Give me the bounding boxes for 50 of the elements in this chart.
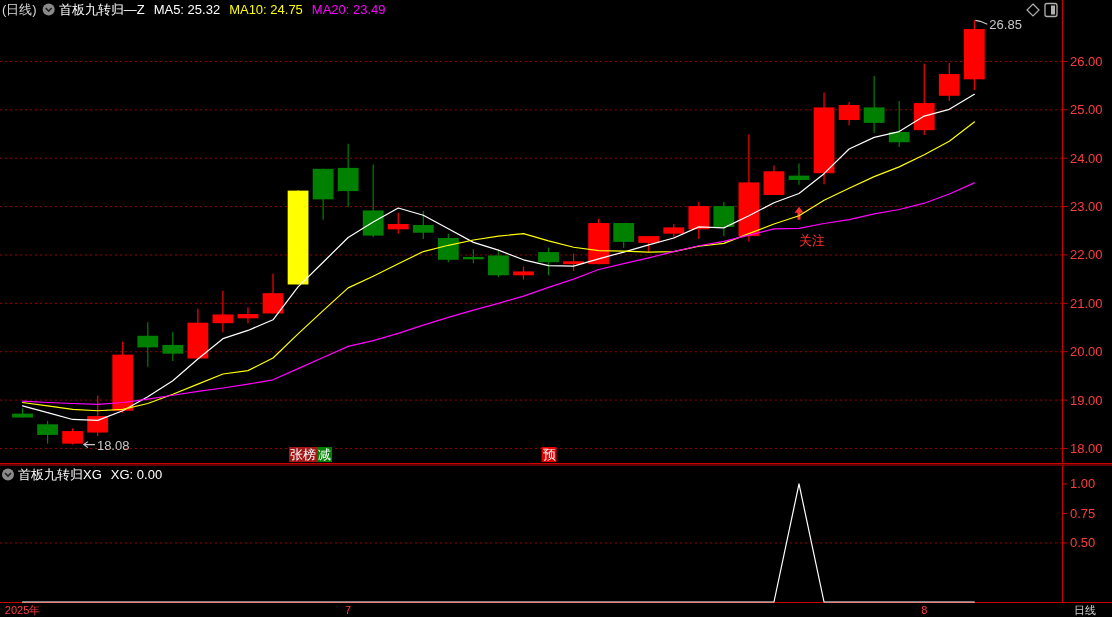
y-tick-label: 0.75 bbox=[1070, 505, 1096, 521]
chart-title: 首板九转归XG bbox=[18, 467, 102, 482]
y-tick-label: 26.00 bbox=[1070, 53, 1103, 69]
y-tick-label: 20.00 bbox=[1070, 344, 1103, 360]
candlestick bbox=[838, 101, 860, 126]
candlestick bbox=[488, 249, 509, 278]
x-tick-label: 2025年 bbox=[4, 604, 41, 616]
x-axis-title: 日线 bbox=[1074, 604, 1096, 616]
candlestick bbox=[863, 75, 885, 134]
annotation: 18.08 bbox=[96, 437, 130, 453]
candlestick bbox=[888, 100, 910, 148]
y-tick-label: 23.00 bbox=[1070, 199, 1103, 215]
y-tick-label: 0.50 bbox=[1070, 535, 1096, 551]
y-tick-label: 24.00 bbox=[1070, 150, 1103, 166]
candlestick bbox=[437, 233, 459, 263]
candlestick bbox=[538, 247, 559, 276]
candlestick bbox=[412, 210, 434, 240]
candlestick bbox=[613, 222, 635, 249]
x-tick-label: 7 bbox=[345, 604, 352, 616]
text: 26.85 bbox=[989, 17, 1022, 33]
text: MA10: 24.75 bbox=[229, 2, 303, 17]
candlestick bbox=[337, 143, 359, 208]
candlestick bbox=[262, 273, 284, 315]
x-tick-label: 8 bbox=[921, 604, 928, 616]
line-series bbox=[21, 182, 975, 406]
candlestick bbox=[713, 201, 735, 237]
chart-subtitle: 首板九转归—Z bbox=[58, 2, 145, 17]
candlestick bbox=[688, 201, 710, 240]
annotation: 张榜 bbox=[290, 447, 317, 462]
candlestick bbox=[938, 62, 960, 102]
candlestick bbox=[37, 420, 58, 445]
annotation: 关注 bbox=[799, 232, 825, 248]
candlestick bbox=[387, 212, 409, 235]
candlestick bbox=[137, 321, 159, 368]
text: MA5: 25.32 bbox=[153, 2, 221, 17]
candlestick bbox=[87, 395, 109, 437]
text: MA20: 23.49 bbox=[311, 2, 386, 17]
annotation: 预 bbox=[542, 447, 556, 462]
chart-title: (日线) bbox=[2, 2, 37, 17]
y-tick-label: 1.00 bbox=[1070, 476, 1096, 492]
candlestick bbox=[212, 290, 234, 333]
y-tick-label: 22.00 bbox=[1070, 247, 1103, 263]
y-tick-label: 21.00 bbox=[1070, 295, 1103, 311]
y-tick-label: 25.00 bbox=[1070, 102, 1103, 118]
annotation: 减 bbox=[318, 447, 332, 462]
text: XG: 0.00 bbox=[110, 467, 163, 482]
y-tick-label: 19.00 bbox=[1070, 392, 1103, 408]
candlestick bbox=[763, 164, 785, 196]
y-tick-label: 18.00 bbox=[1070, 440, 1103, 456]
candlestick bbox=[162, 331, 184, 362]
